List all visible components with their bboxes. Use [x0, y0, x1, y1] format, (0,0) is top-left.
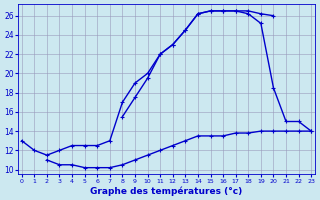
X-axis label: Graphe des températures (°c): Graphe des températures (°c) — [90, 186, 243, 196]
